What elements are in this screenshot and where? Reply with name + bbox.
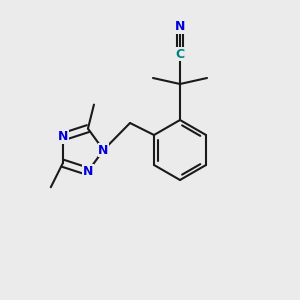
Text: N: N (83, 165, 93, 178)
Text: N: N (58, 130, 68, 143)
Text: N: N (175, 20, 185, 34)
Text: N: N (98, 143, 109, 157)
Text: C: C (176, 47, 184, 61)
